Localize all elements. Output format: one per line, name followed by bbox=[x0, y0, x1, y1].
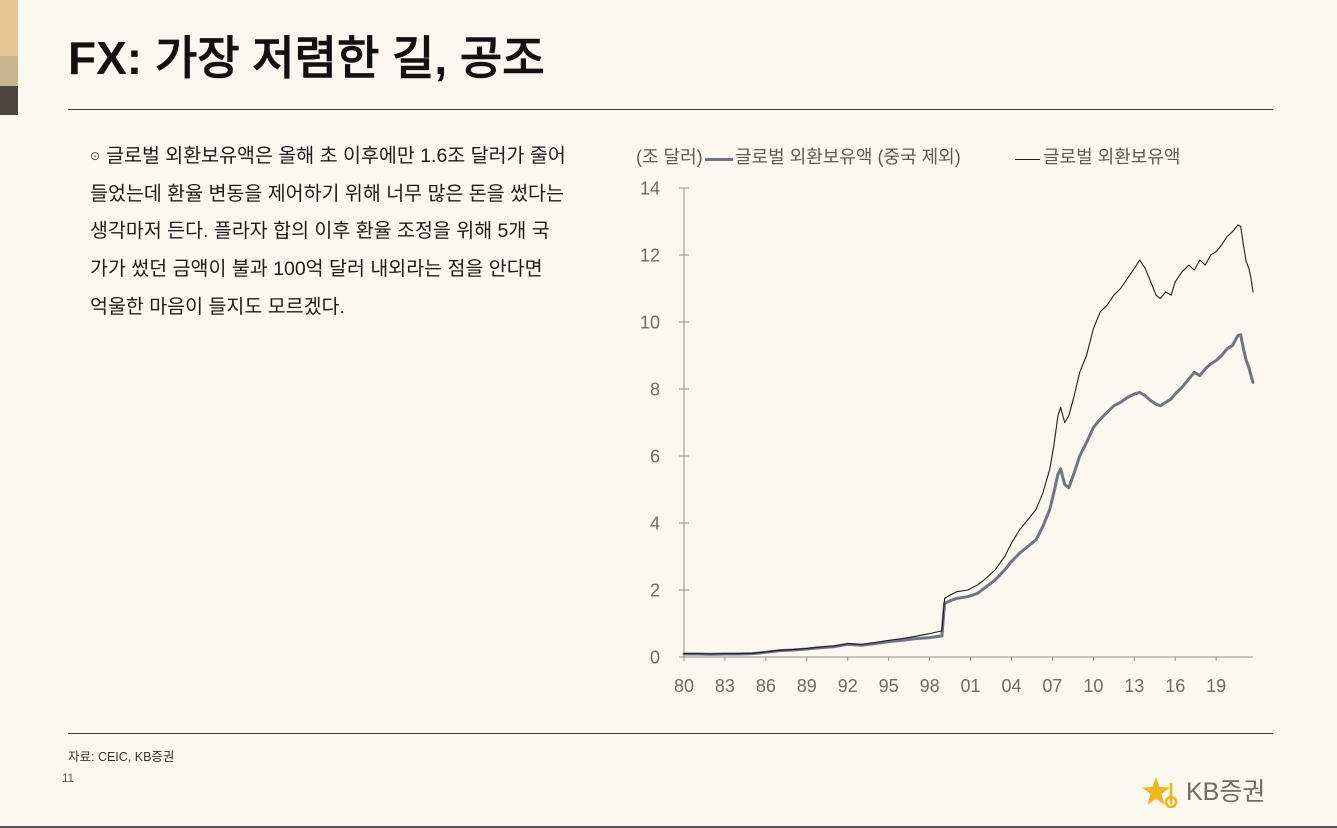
slide-title: FX: 가장 저렴한 길, 공조 bbox=[68, 32, 545, 84]
circle-dot-bullet-icon: ⊙ bbox=[90, 149, 101, 163]
legend-label-global: 글로벌 외환보유액 bbox=[1043, 147, 1181, 167]
source-note: 자료: CEIC, KB증권 bbox=[68, 750, 175, 764]
x-tick-label: 89 bbox=[797, 676, 817, 696]
x-tick-label: 80 bbox=[674, 676, 694, 696]
series-lines bbox=[682, 224, 1255, 656]
chart-unit-label: (조 달러) bbox=[636, 147, 703, 167]
logo-star-shape bbox=[1142, 777, 1170, 805]
x-tick-label: 98 bbox=[920, 676, 940, 696]
page-number: 11 bbox=[62, 773, 74, 785]
body-line: 가가 썼던 금액이 불과 100억 달러 내외라는 점을 안다면 bbox=[90, 258, 543, 281]
body-line: 억울한 마음이 들지도 모르겠다. bbox=[90, 295, 345, 318]
title-divider bbox=[68, 109, 1273, 110]
fx-reserves-line-chart: 0 2 4 6 8 10 12 14 80 83 86 89 92 95 98 01 04 07 10 13 16 19 bbox=[640, 179, 1255, 696]
y-axis-ticks: 0 2 4 6 8 10 12 14 bbox=[640, 179, 689, 668]
x-tick-label: 01 bbox=[961, 676, 981, 696]
y-tick-label: 14 bbox=[640, 179, 660, 199]
body-line-text: 글로벌 외환보유액은 올해 초 이후에만 1.6조 달러가 줄어 bbox=[106, 145, 566, 167]
y-tick-label: 8 bbox=[650, 380, 660, 400]
y-tick-label: 2 bbox=[650, 581, 660, 601]
x-tick-label: 95 bbox=[879, 676, 899, 696]
y-tick-label: 10 bbox=[640, 313, 660, 333]
x-tick-label: 07 bbox=[1042, 676, 1062, 696]
body-line: 들었는데 환율 변동을 제어하기 위해 너무 많은 돈을 썼다는 bbox=[90, 182, 564, 205]
footer-divider bbox=[68, 733, 1273, 734]
x-tick-label: 10 bbox=[1083, 676, 1103, 696]
x-axis-ticks: 80 83 86 89 92 95 98 01 04 07 10 13 16 19 bbox=[674, 657, 1226, 696]
x-tick-label: 92 bbox=[838, 676, 858, 696]
accent-strip-middle bbox=[0, 56, 18, 86]
x-tick-label: 13 bbox=[1124, 676, 1144, 696]
y-tick-label: 4 bbox=[650, 514, 660, 534]
legend-swatch-global-ex-china bbox=[705, 158, 733, 161]
x-tick-label: 83 bbox=[715, 676, 735, 696]
logo-text: KB증권 bbox=[1186, 778, 1266, 806]
body-line: ⊙ 글로벌 외환보유액은 올해 초 이후에만 1.6조 달러가 줄어 bbox=[90, 138, 620, 176]
body-paragraph: ⊙ 글로벌 외환보유액은 올해 초 이후에만 1.6조 달러가 줄어 들었는데 환… bbox=[90, 138, 620, 326]
x-tick-label: 86 bbox=[756, 676, 776, 696]
logo-b-shape bbox=[1164, 782, 1178, 808]
y-tick-label: 0 bbox=[650, 648, 660, 668]
x-tick-label: 04 bbox=[1001, 676, 1021, 696]
series-line-global-ex-china bbox=[682, 333, 1255, 656]
series-line-global bbox=[683, 224, 1254, 655]
legend-label-global-ex-china: 글로벌 외환보유액 (중국 제외) bbox=[735, 147, 961, 167]
accent-strip-bottom bbox=[0, 86, 18, 115]
x-tick-label: 16 bbox=[1165, 676, 1185, 696]
bottom-border bbox=[0, 826, 1337, 828]
body-line: 생각마저 든다. 플라자 합의 이후 환율 조정을 위해 5개 국 bbox=[90, 220, 550, 243]
y-tick-label: 6 bbox=[650, 447, 660, 467]
x-tick-label: 19 bbox=[1206, 676, 1226, 696]
legend-swatch-global bbox=[1015, 159, 1040, 160]
accent-strip-top bbox=[0, 0, 18, 56]
y-tick-label: 12 bbox=[640, 246, 660, 266]
kb-star-icon bbox=[1142, 777, 1178, 808]
